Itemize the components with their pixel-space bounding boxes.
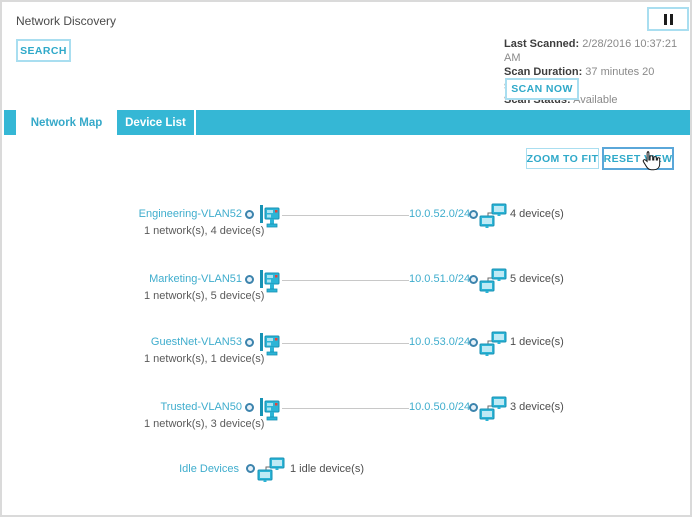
- node-circle-icon[interactable]: [245, 338, 254, 347]
- connection-line: [282, 343, 409, 344]
- node-circle-icon[interactable]: [469, 338, 478, 347]
- network-name[interactable]: Marketing-VLAN51: [149, 273, 242, 285]
- subnet-label[interactable]: 10.0.51.0/24: [409, 273, 471, 285]
- connection-line: [282, 408, 409, 409]
- idle-devices-name[interactable]: Idle Devices: [179, 463, 239, 475]
- node-circle-icon[interactable]: [245, 210, 254, 219]
- tab-network-map[interactable]: Network Map: [16, 110, 117, 135]
- subnet-label[interactable]: 10.0.53.0/24: [409, 336, 471, 348]
- page-title: Network Discovery: [16, 14, 117, 28]
- network-name[interactable]: Trusted-VLAN50: [160, 401, 242, 413]
- network-switch-icon[interactable]: [256, 330, 282, 358]
- last-scanned-row: Last Scanned: 2/28/2016 10:37:21 AM: [504, 37, 690, 65]
- pause-button[interactable]: [647, 7, 689, 31]
- devices-icon[interactable]: [479, 396, 509, 423]
- scan-duration-label: Scan Duration:: [504, 66, 583, 78]
- node-circle-icon[interactable]: [469, 275, 478, 284]
- node-circle-icon[interactable]: [245, 403, 254, 412]
- devices-icon[interactable]: [479, 331, 509, 358]
- scan-info-panel: Last Scanned: 2/28/2016 10:37:21 AM Scan…: [504, 37, 690, 107]
- node-circle-icon[interactable]: [469, 403, 478, 412]
- node-circle-icon[interactable]: [246, 464, 255, 473]
- network-summary-label: 1 network(s), 1 device(s): [144, 353, 265, 365]
- network-switch-icon[interactable]: [256, 267, 282, 295]
- network-summary-label: 1 network(s), 4 device(s): [144, 225, 265, 237]
- tab-device-list[interactable]: Device List: [117, 110, 194, 135]
- subnet-label[interactable]: 10.0.50.0/24: [409, 401, 471, 413]
- network-name[interactable]: GuestNet-VLAN53: [150, 336, 242, 348]
- scan-status-value: Available: [573, 94, 618, 106]
- zoom-to-fit-button[interactable]: ZOOM TO FIT: [526, 148, 599, 169]
- network-summary-label: 1 network(s), 3 device(s): [144, 418, 265, 430]
- pause-icon: [663, 13, 673, 25]
- scan-now-button[interactable]: SCAN NOW: [505, 78, 579, 100]
- node-circle-icon[interactable]: [245, 275, 254, 284]
- reset-view-button[interactable]: RESET VIEW: [602, 147, 674, 170]
- subnet-label[interactable]: 10.0.52.0/24: [409, 208, 471, 220]
- tab-separator: [194, 110, 196, 135]
- last-scanned-value: 2/28/2016 10:37:21 AM: [504, 38, 678, 64]
- connection-line: [282, 215, 409, 216]
- idle-count-label: 1 idle device(s): [290, 463, 364, 475]
- search-button[interactable]: SEARCH: [16, 39, 71, 62]
- network-name[interactable]: Engineering-VLAN52: [138, 208, 242, 220]
- network-switch-icon[interactable]: [256, 202, 282, 230]
- device-count-label: 3 device(s): [510, 401, 564, 413]
- network-summary-label: 1 network(s), 5 device(s): [144, 290, 265, 302]
- connection-line: [282, 280, 409, 281]
- devices-icon[interactable]: [479, 268, 509, 295]
- devices-icon[interactable]: [479, 203, 509, 230]
- last-scanned-label: Last Scanned:: [504, 38, 580, 50]
- node-circle-icon[interactable]: [469, 210, 478, 219]
- tab-bar: Network Map Device List: [4, 110, 690, 135]
- device-count-label: 4 device(s): [510, 208, 564, 220]
- network-switch-icon[interactable]: [256, 395, 282, 423]
- devices-icon[interactable]: [257, 457, 287, 484]
- device-count-label: 5 device(s): [510, 273, 564, 285]
- device-count-label: 1 device(s): [510, 336, 564, 348]
